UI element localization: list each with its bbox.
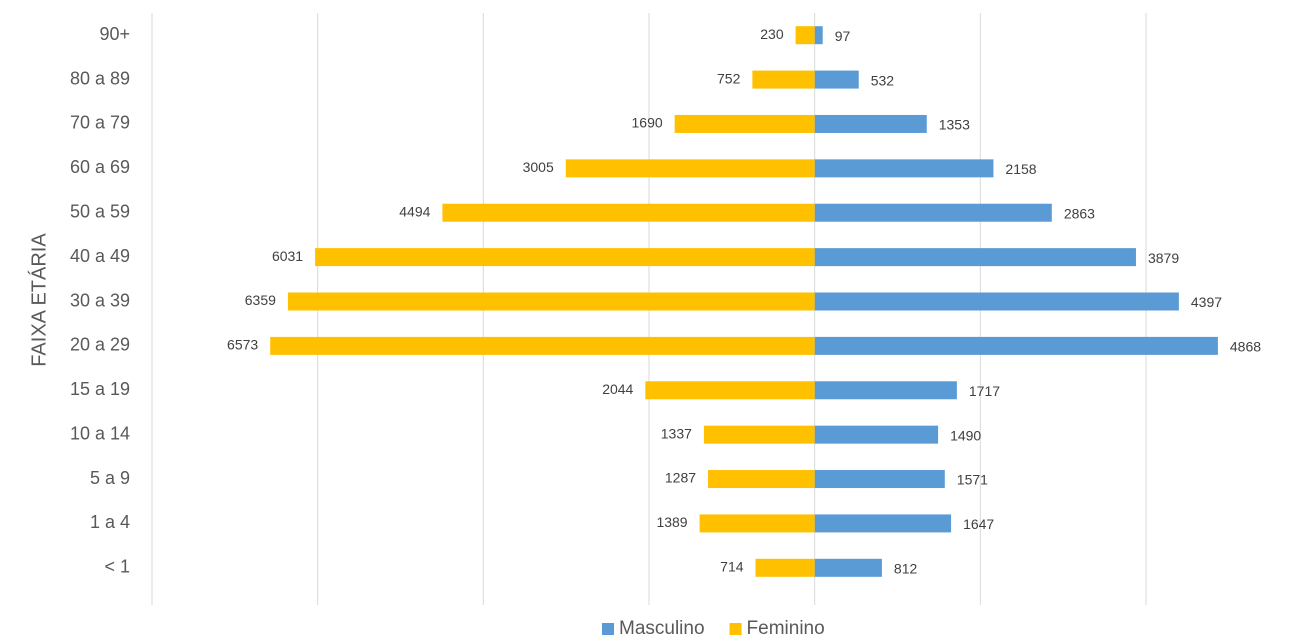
bar: [814, 425, 939, 444]
y-tick-label: 1 a 4: [90, 512, 130, 532]
data-label: 4868: [1230, 339, 1261, 355]
y-tick-label: 5 a 9: [90, 468, 130, 488]
y-tick-label: 70 a 79: [70, 113, 130, 133]
y-tick-label: 30 a 39: [70, 290, 130, 310]
bar: [565, 159, 815, 178]
bar: [814, 114, 927, 133]
y-axis-title: FAIXA ETÁRIA: [27, 233, 50, 367]
bar: [645, 381, 815, 400]
data-label: 4397: [1191, 294, 1222, 310]
data-label: 1717: [969, 383, 1000, 399]
data-label: 714: [720, 559, 744, 575]
bar: [755, 558, 815, 577]
data-label: 1337: [661, 425, 692, 441]
bar: [270, 336, 815, 355]
y-tick-label: 80 a 89: [70, 68, 130, 88]
data-label: 230: [760, 26, 784, 42]
bar: [814, 26, 823, 45]
bar: [287, 292, 815, 311]
legend-swatch: [602, 623, 614, 635]
y-tick-label: 40 a 49: [70, 246, 130, 266]
bar: [814, 336, 1218, 355]
data-label: 1287: [665, 470, 696, 486]
y-tick-label: 90+: [99, 24, 130, 44]
bar: [814, 292, 1179, 311]
data-label: 1571: [957, 472, 988, 488]
data-label: 4494: [399, 203, 430, 219]
bar: [708, 470, 815, 489]
bar: [752, 70, 815, 89]
bar: [674, 114, 815, 133]
bar: [795, 26, 815, 45]
data-label: 2863: [1064, 205, 1095, 221]
bar: [442, 203, 815, 222]
data-label: 2044: [602, 381, 633, 397]
bar: [315, 248, 815, 267]
bar: [814, 203, 1052, 222]
data-label: 1690: [632, 115, 663, 131]
bar: [814, 558, 882, 577]
legend-label: Feminino: [747, 618, 825, 637]
bar: [814, 248, 1136, 267]
bar: [814, 159, 994, 178]
data-label: 1389: [656, 514, 687, 530]
data-label: 2158: [1005, 161, 1036, 177]
bar: [703, 425, 815, 444]
y-tick-label: 15 a 19: [70, 379, 130, 399]
legend-swatch: [729, 623, 742, 635]
bar: [814, 381, 957, 400]
data-label: 6359: [245, 292, 276, 308]
bar: [814, 70, 859, 89]
data-label: 1490: [950, 427, 981, 443]
bar: [814, 514, 952, 533]
data-label: 1647: [963, 516, 994, 532]
bar: [699, 514, 815, 533]
data-label: 3879: [1148, 250, 1179, 266]
data-label: 3005: [523, 159, 554, 175]
data-label: 97: [835, 28, 851, 44]
y-tick-label: 60 a 69: [70, 157, 130, 177]
data-label: 752: [717, 70, 741, 86]
y-tick-label: 50 a 59: [70, 201, 130, 221]
data-label: 1353: [939, 117, 970, 133]
data-label: 532: [871, 72, 895, 88]
y-tick-label: 10 a 14: [70, 423, 130, 443]
y-tick-label: < 1: [104, 557, 130, 577]
y-tick-label: 20 a 29: [70, 335, 130, 355]
data-label: 812: [894, 561, 918, 577]
legend-label: Masculino: [619, 618, 705, 637]
data-label: 6573: [227, 337, 258, 353]
data-label: 6031: [272, 248, 303, 264]
bar: [814, 470, 945, 489]
